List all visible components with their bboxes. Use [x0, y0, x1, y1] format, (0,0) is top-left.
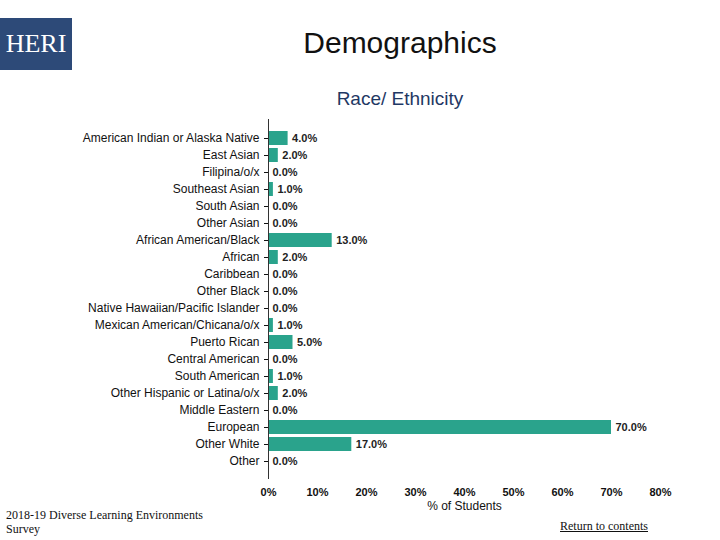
html-text:Demographics: Demographics [303, 26, 497, 59]
svg-text:Middle Eastern: Middle Eastern [179, 403, 259, 417]
svg-text:African American/Black: African American/Black [136, 233, 260, 247]
svg-text:30%: 30% [404, 486, 426, 498]
svg-text:20%: 20% [355, 486, 377, 498]
html-text:Return to contents: Return to contents [560, 519, 648, 533]
svg-text:Central American: Central American [167, 352, 259, 366]
svg-text:50%: 50% [502, 486, 524, 498]
html-text:2018-19 Diverse Learning Envir: 2018-19 Diverse Learning Environments Su… [6, 508, 203, 536]
svg-text:0.0%: 0.0% [273, 455, 298, 467]
svg-text:13.0%: 13.0% [336, 234, 367, 246]
svg-text:South American: South American [175, 369, 260, 383]
svg-text:17.0%: 17.0% [356, 438, 387, 450]
svg-text:0.0%: 0.0% [273, 285, 298, 297]
svg-text:African: African [222, 250, 259, 264]
svg-text:0.0%: 0.0% [273, 302, 298, 314]
svg-text:Other White: Other White [195, 437, 259, 451]
svg-text:Other: Other [229, 454, 259, 468]
svg-text:70.0%: 70.0% [616, 421, 647, 433]
svg-text:2.0%: 2.0% [282, 387, 307, 399]
svg-text:0.0%: 0.0% [273, 268, 298, 280]
html-text:HERI: HERI [5, 29, 67, 58]
svg-text:0.0%: 0.0% [273, 200, 298, 212]
svg-text:1.0%: 1.0% [277, 370, 302, 382]
svg-text:Other Asian: Other Asian [197, 216, 260, 230]
svg-text:Other Black: Other Black [197, 284, 261, 298]
svg-text:1.0%: 1.0% [277, 319, 302, 331]
svg-text:0.0%: 0.0% [273, 353, 298, 365]
svg-text:1.0%: 1.0% [277, 183, 302, 195]
svg-text:2.0%: 2.0% [282, 149, 307, 161]
svg-text:0.0%: 0.0% [273, 166, 298, 178]
svg-text:2.0%: 2.0% [282, 251, 307, 263]
svg-text:% of Students: % of Students [427, 499, 502, 513]
svg-text:70%: 70% [600, 486, 622, 498]
svg-text:East Asian: East Asian [203, 148, 260, 162]
svg-text:American Indian or Alaska Nati: American Indian or Alaska Native [83, 131, 260, 145]
svg-text:Caribbean: Caribbean [204, 267, 259, 281]
html-text:Race/ Ethnicity: Race/ Ethnicity [336, 88, 464, 109]
svg-text:0%: 0% [261, 486, 277, 498]
svg-text:0.0%: 0.0% [273, 217, 298, 229]
svg-text:60%: 60% [551, 486, 573, 498]
svg-text:0.0%: 0.0% [273, 404, 298, 416]
svg-text:Mexican American/Chicana/o/x: Mexican American/Chicana/o/x [95, 318, 260, 332]
svg-text:European: European [207, 420, 259, 434]
svg-text:80%: 80% [649, 486, 671, 498]
svg-text:Native Hawaiian/Pacific Island: Native Hawaiian/Pacific Islander [88, 301, 259, 315]
svg-text:Puerto Rican: Puerto Rican [190, 335, 259, 349]
svg-text:Southeast Asian: Southeast Asian [173, 182, 260, 196]
svg-text:Other Hispanic or Latina/o/x: Other Hispanic or Latina/o/x [111, 386, 260, 400]
svg-text:5.0%: 5.0% [297, 336, 322, 348]
svg-text:South Asian: South Asian [195, 199, 259, 213]
svg-text:4.0%: 4.0% [292, 132, 317, 144]
svg-text:10%: 10% [306, 486, 328, 498]
svg-text:40%: 40% [453, 486, 475, 498]
svg-text:Filipina/o/x: Filipina/o/x [202, 165, 259, 179]
